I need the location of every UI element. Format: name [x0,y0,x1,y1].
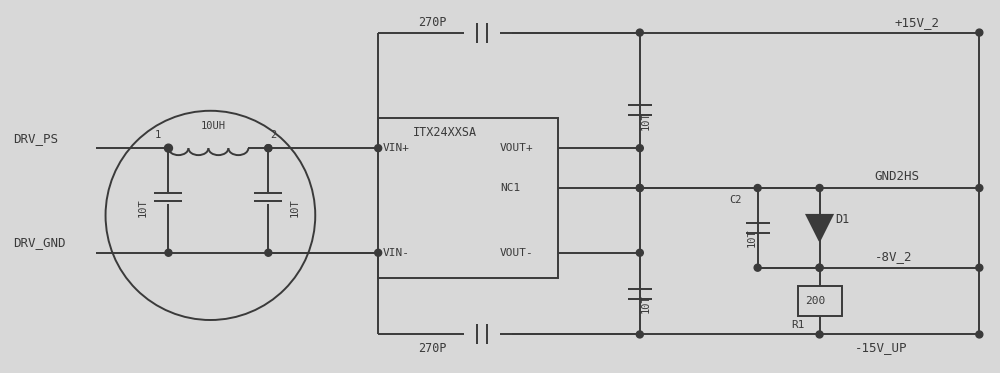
Circle shape [976,331,983,338]
Text: VIN-: VIN- [383,248,410,258]
Circle shape [816,331,823,338]
Polygon shape [807,215,833,241]
Text: +15V_2: +15V_2 [894,16,939,29]
Circle shape [265,249,272,256]
Text: 10T: 10T [641,111,651,130]
Text: 200: 200 [806,296,826,306]
Bar [798,286,842,316]
Circle shape [636,185,643,191]
Circle shape [636,29,643,36]
Text: 10T: 10T [289,198,299,217]
Circle shape [265,145,272,152]
Text: 10T: 10T [137,198,147,217]
Text: 270P: 270P [418,16,447,29]
Text: 270P: 270P [418,342,447,355]
Text: ITX24XXSA: ITX24XXSA [413,126,477,139]
Circle shape [164,144,172,152]
Text: 1: 1 [154,130,161,140]
Text: 10T: 10T [747,228,757,247]
Text: VOUT-: VOUT- [500,248,534,258]
Text: 10T: 10T [641,294,651,313]
Circle shape [636,331,643,338]
Text: VIN+: VIN+ [383,143,410,153]
Text: DRV_GND: DRV_GND [13,236,65,249]
Circle shape [375,145,382,152]
Text: GND2HS: GND2HS [874,170,919,182]
Text: NC1: NC1 [500,183,520,193]
Text: -8V_2: -8V_2 [874,250,912,263]
Circle shape [816,264,823,271]
Bar [378,118,558,278]
Circle shape [754,185,761,191]
Text: -15V_UP: -15V_UP [855,341,907,354]
Text: C2: C2 [730,195,742,205]
Circle shape [976,264,983,271]
Circle shape [816,264,823,271]
Text: D1: D1 [836,213,850,226]
Circle shape [754,264,761,271]
Circle shape [375,249,382,256]
Circle shape [636,145,643,152]
Circle shape [636,249,643,256]
Circle shape [636,185,643,191]
Circle shape [265,145,272,152]
Text: 10UH: 10UH [200,121,225,131]
Text: 2: 2 [270,130,277,140]
Circle shape [816,185,823,191]
Circle shape [165,249,172,256]
Text: R1: R1 [792,320,805,330]
Circle shape [976,29,983,36]
Circle shape [976,185,983,191]
Text: DRV_PS: DRV_PS [13,132,58,145]
Text: VOUT+: VOUT+ [500,143,534,153]
